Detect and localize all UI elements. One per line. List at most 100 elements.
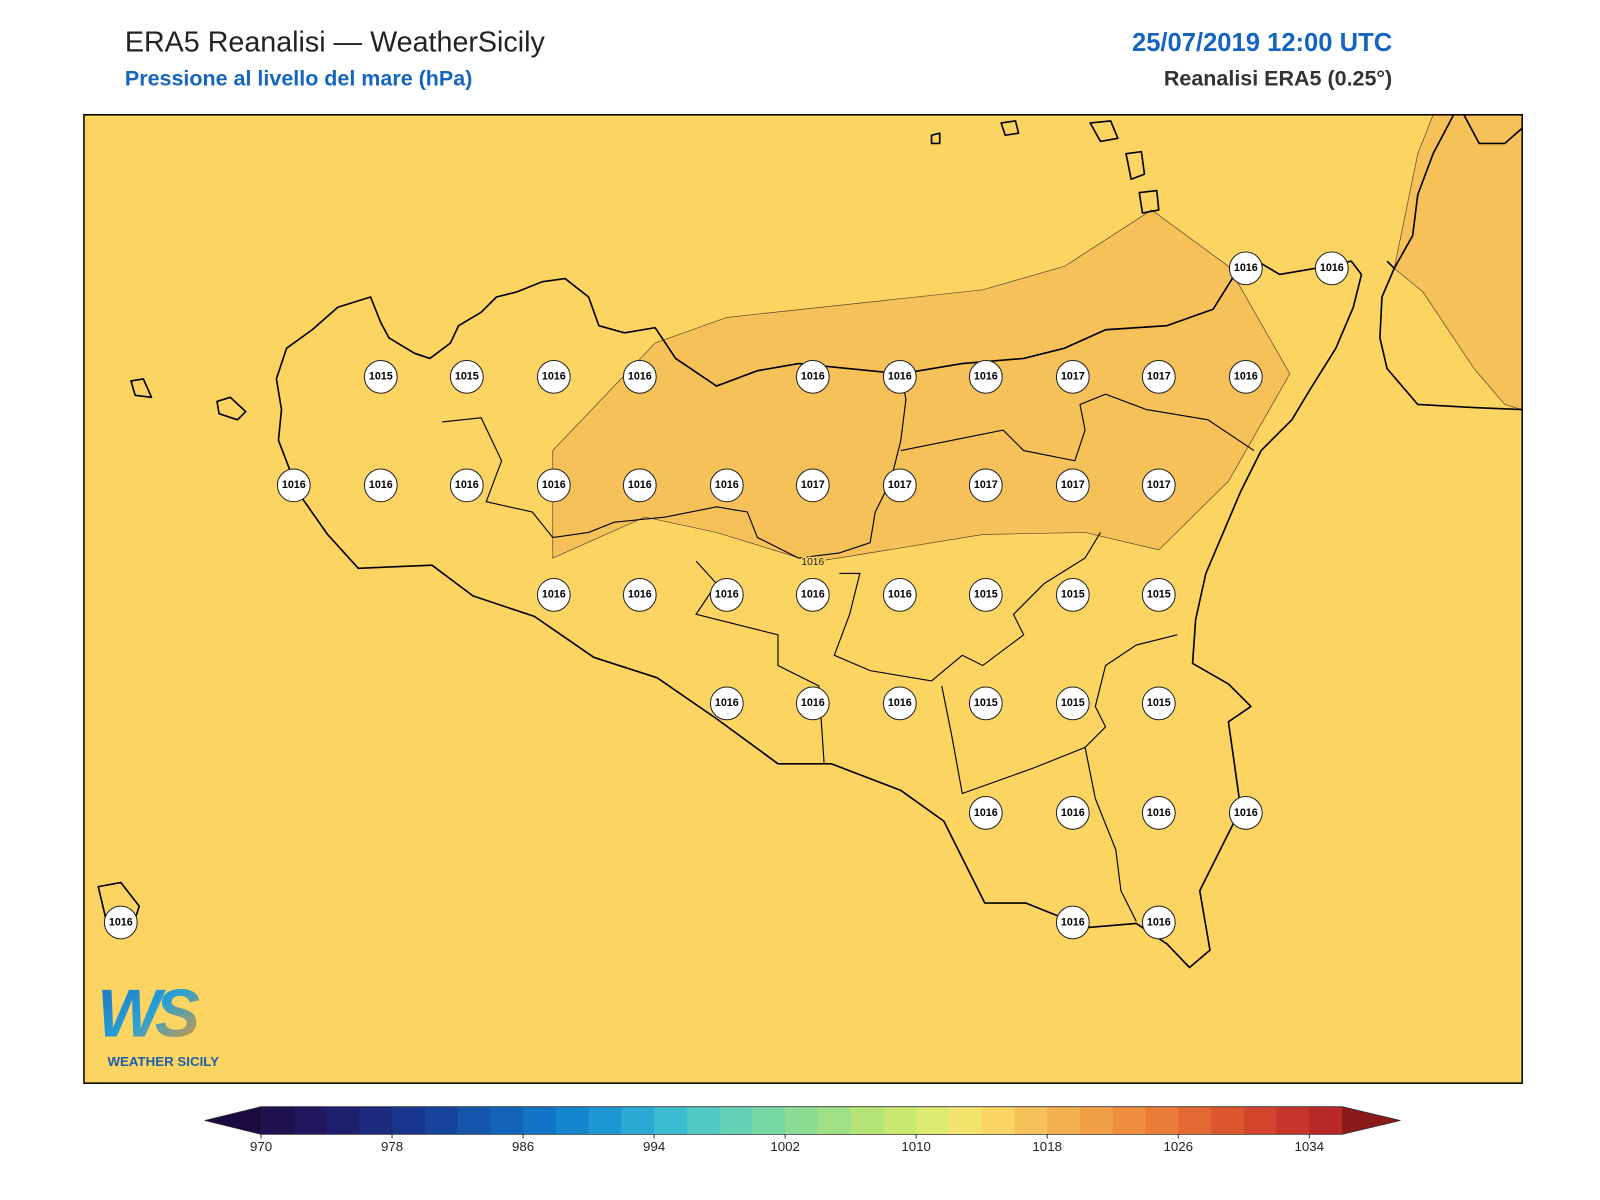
colorbar-bin	[1112, 1106, 1147, 1135]
station-marker	[709, 468, 744, 503]
colorbar-bin	[457, 1106, 491, 1135]
station-value: 1015	[974, 589, 998, 601]
station-value: 1015	[1061, 589, 1085, 601]
station-value: 1016	[369, 479, 393, 491]
station-value: 1017	[1147, 371, 1171, 383]
colorbar-bin	[817, 1106, 852, 1135]
contour-label: 1016	[801, 557, 824, 568]
colorbar-bin	[1079, 1106, 1114, 1135]
colorbar-extend-low	[204, 1106, 262, 1135]
colorbar-bin	[850, 1106, 884, 1135]
station-marker	[536, 468, 571, 503]
colorbar-bin	[621, 1106, 655, 1135]
station-value: 1017	[888, 479, 912, 491]
station-value: 1016	[1320, 262, 1344, 274]
colorbar-tick-label: 978	[381, 1139, 403, 1154]
station-marker	[968, 359, 1003, 394]
island	[97, 120, 1160, 927]
station-value: 1015	[974, 697, 998, 709]
station-value: 1016	[1061, 916, 1085, 928]
logo-mark: WS	[97, 977, 200, 1052]
logo-tagline: WEATHER SICILY	[107, 1054, 219, 1069]
station-marker	[1228, 796, 1263, 830]
station-marker	[1228, 359, 1263, 394]
station-marker	[795, 577, 830, 612]
colorbar-bin	[555, 1106, 590, 1135]
station-marker	[1055, 905, 1090, 940]
colorbar-tick-label: 986	[512, 1139, 534, 1154]
station-value: 1016	[974, 807, 998, 819]
colorbar-bin	[752, 1106, 786, 1135]
colorbar-bin	[1243, 1106, 1278, 1135]
station-marker	[795, 468, 830, 503]
station-marker	[1055, 796, 1090, 830]
station-value: 1016	[888, 371, 912, 383]
source: Reanalisi ERA5 (0.25°)	[1164, 67, 1392, 91]
station-value: 1016	[542, 371, 566, 383]
station-marker	[968, 796, 1003, 830]
station-marker	[1141, 468, 1176, 503]
map-frame	[83, 114, 1523, 1084]
station-value: 1016	[1234, 371, 1258, 383]
colorbar-bin	[686, 1106, 721, 1135]
colorbar-bin	[948, 1106, 983, 1135]
map: 1016 1016 1016 1015 1015 1016 1016 1016 1016 101…	[83, 114, 1523, 1084]
station-value: 1016	[542, 479, 566, 491]
subtitle: Pressione al livello del mare (hPa)	[125, 67, 472, 91]
colorbar-tick-label: 1034	[1294, 1139, 1324, 1154]
colorbar-bin	[490, 1106, 524, 1135]
colorbar-tick-label: 1018	[1032, 1139, 1062, 1154]
station-marker	[1141, 577, 1176, 612]
colorbar-bin	[981, 1106, 1015, 1135]
station-value: 1016	[888, 697, 912, 709]
title: ERA5 Reanalisi — WeatherSicily	[125, 27, 546, 59]
colorbar-bin	[424, 1106, 459, 1135]
station-value: 1017	[1061, 479, 1085, 491]
station-marker	[536, 577, 571, 612]
colorbar-bin	[719, 1106, 753, 1135]
station-marker	[1055, 577, 1090, 612]
station-value: 1016	[1147, 916, 1171, 928]
station-value: 1017	[801, 479, 825, 491]
colorbar-extend-high	[1342, 1106, 1401, 1135]
station-value: 1016	[715, 589, 739, 601]
station-value: 1017	[1061, 371, 1085, 383]
colorbar: 970 978 986 994 1002 1010 1018 1026 1034	[204, 1106, 1401, 1154]
station-marker	[1141, 905, 1176, 940]
station-value: 1016	[888, 589, 912, 601]
station-marker	[622, 468, 657, 503]
colorbar-tick-label: 1026	[1163, 1139, 1193, 1154]
station-marker	[1055, 686, 1090, 721]
station-value: 1016	[628, 479, 652, 491]
station-value: 1016	[715, 697, 739, 709]
station-value: 1016	[1234, 807, 1258, 819]
colorbar-bin	[326, 1106, 360, 1135]
station-marker	[1141, 686, 1176, 721]
colorbar-bin	[293, 1106, 328, 1135]
station-marker	[1055, 359, 1090, 394]
colorbar-bin	[1047, 1106, 1081, 1135]
colorbar-bin	[1014, 1106, 1048, 1135]
colorbar-tick-label: 1010	[901, 1139, 931, 1154]
station-marker	[276, 468, 311, 503]
colorbar-bin	[1178, 1106, 1212, 1135]
colorbar-bin	[1276, 1106, 1310, 1135]
station-value: 1015	[369, 371, 393, 383]
station-marker	[882, 359, 917, 394]
station-value: 1017	[1147, 479, 1171, 491]
station-marker	[968, 577, 1003, 612]
colorbar-bin	[883, 1106, 917, 1135]
station-value: 1015	[1147, 589, 1171, 601]
station-marker	[882, 686, 917, 721]
colorbar-bin	[1211, 1106, 1245, 1135]
station-value: 1016	[715, 479, 739, 491]
station-marker	[1141, 359, 1176, 394]
station-value: 1016	[109, 916, 133, 928]
station-marker	[795, 359, 830, 394]
station-value: 1016	[455, 479, 479, 491]
station-value: 1016	[1147, 807, 1171, 819]
colorbar-bin	[359, 1106, 393, 1135]
station-marker	[1055, 468, 1090, 503]
